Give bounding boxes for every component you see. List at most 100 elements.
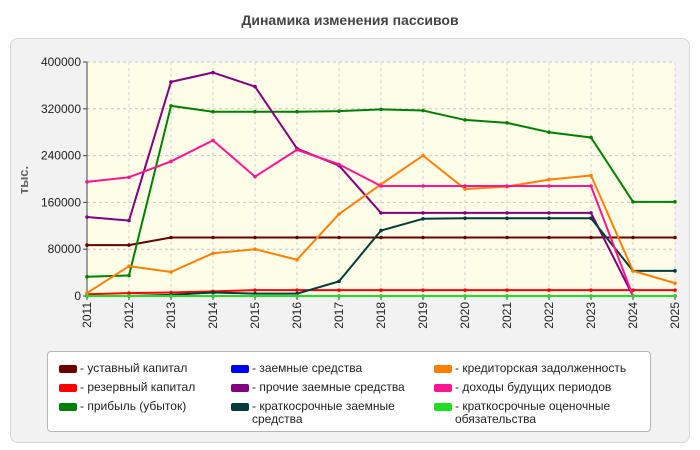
data-point (589, 184, 593, 188)
legend-item: - резервный капитал (59, 381, 229, 394)
data-point (379, 235, 383, 240)
data-point (421, 184, 425, 188)
data-point (421, 235, 425, 240)
x-tick-label: 2012 (122, 302, 136, 329)
data-point (253, 235, 257, 240)
data-point (127, 294, 131, 298)
legend-item: - доходы будущих периодов (434, 381, 649, 394)
data-point (295, 294, 299, 298)
x-tick-label: 2025 (668, 302, 682, 329)
data-point (505, 121, 509, 125)
data-point (211, 290, 215, 295)
data-point (673, 281, 677, 285)
legend-label: - краткосрочные оценочные обязательства (455, 399, 611, 426)
legend-item: - прочие заемные средства (231, 381, 426, 394)
data-point (673, 269, 677, 273)
data-point (253, 109, 257, 114)
data-point (547, 184, 551, 188)
data-point (673, 200, 677, 204)
x-tick-label: 2020 (458, 302, 472, 329)
data-point (463, 294, 467, 298)
data-point (85, 274, 89, 279)
data-point (505, 211, 509, 215)
x-tick-label: 2013 (164, 302, 178, 329)
data-point (421, 288, 425, 292)
x-tick-label: 2023 (584, 302, 598, 329)
legend-swatch (59, 384, 77, 392)
data-point (421, 108, 425, 113)
data-point (589, 173, 593, 178)
chart-legend: - уставный капитал - резервный капитал - п… (47, 351, 651, 432)
data-point (337, 288, 341, 292)
data-point (253, 247, 257, 251)
legend-swatch (231, 403, 249, 411)
data-point (211, 235, 215, 240)
data-point (211, 251, 215, 256)
data-point (337, 279, 341, 284)
data-point (337, 162, 341, 167)
data-point (589, 135, 593, 140)
data-point (547, 130, 551, 134)
x-tick-label: 2017 (332, 302, 346, 329)
data-point (673, 294, 677, 298)
data-point (295, 288, 299, 292)
data-point (295, 257, 299, 262)
legend-swatch (231, 365, 249, 373)
data-point (589, 288, 593, 292)
legend-item: - краткосрочные заемные средства (231, 400, 426, 426)
data-point (631, 235, 635, 240)
data-point (379, 228, 383, 233)
data-point (169, 159, 173, 164)
legend-swatch (59, 365, 77, 373)
data-point (127, 175, 131, 180)
y-tick-label: 400000 (41, 55, 81, 69)
data-point (463, 187, 467, 191)
legend-item: - краткосрочные оценочные обязательства (434, 400, 649, 426)
data-point (169, 270, 173, 274)
legend-item: - уставный капитал (59, 362, 229, 375)
y-tick-label: 320000 (41, 102, 81, 116)
data-point (673, 235, 677, 240)
data-point (85, 180, 89, 184)
data-point (463, 216, 467, 220)
y-tick-label: 80000 (48, 242, 82, 256)
data-point (673, 288, 677, 292)
data-point (127, 243, 131, 247)
data-point (169, 104, 173, 108)
data-point (379, 288, 383, 292)
data-point (127, 264, 131, 268)
data-point (253, 84, 257, 89)
data-point (547, 288, 551, 292)
data-point (295, 235, 299, 240)
data-point (127, 291, 131, 295)
data-point (85, 291, 89, 295)
x-tick-label: 2021 (500, 302, 514, 329)
data-point (169, 80, 173, 84)
legend-swatch (434, 365, 452, 373)
legend-label: - прибыль (убыток) (80, 399, 187, 413)
legend-label: - резервный капитал (80, 380, 196, 394)
data-point (253, 294, 257, 298)
data-point (211, 70, 215, 75)
data-point (295, 147, 299, 152)
data-point (379, 107, 383, 112)
data-point (463, 118, 467, 122)
data-point (379, 184, 383, 188)
data-point (463, 235, 467, 240)
x-tick-label: 2024 (626, 302, 640, 329)
data-point (295, 109, 299, 114)
data-point (85, 243, 89, 247)
x-tick-label: 2011 (80, 302, 94, 328)
data-point (211, 138, 215, 143)
chart-title: Динамика изменения пассивов (241, 12, 459, 28)
legend-item: - прибыль (убыток) (59, 400, 229, 413)
y-tick-label: 240000 (41, 149, 81, 163)
x-tick-label: 2016 (290, 302, 304, 329)
legend-swatch (59, 403, 77, 411)
data-point (211, 109, 215, 114)
data-point (463, 211, 467, 215)
data-point (589, 216, 593, 220)
data-point (211, 294, 215, 298)
x-tick-label: 2015 (248, 302, 262, 329)
